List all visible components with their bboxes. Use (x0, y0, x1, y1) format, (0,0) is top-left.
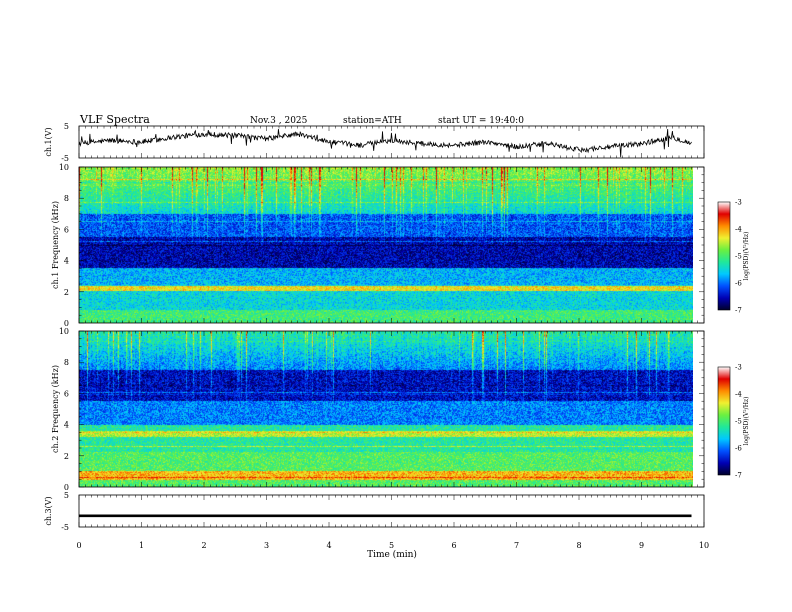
ch1-colorbar-ticklabels: -3 -4 -5 -6 -7 (735, 199, 742, 315)
ch1-spectrogram-canvas (79, 167, 693, 323)
colorbar-ticklabel: -4 (735, 391, 742, 399)
freq-ticklabel: 6 (64, 389, 69, 398)
freq-ticklabel: 8 (64, 358, 69, 367)
ch2-colorbar: -3 -4 -5 -6 -7 log(PSD)(V²/Hz) (717, 364, 750, 480)
freq-ticklabel: 2 (64, 452, 69, 461)
time-ticklabel: 6 (451, 541, 456, 550)
ch3-waveform-ticks (78, 495, 705, 527)
ch2-colorbar-gradient (717, 366, 731, 476)
station-label: station=ATH (343, 116, 402, 126)
ch1-ylabel: ch.1(V) (44, 127, 53, 156)
ch1-freq-ylabel: ch.1 Frequency (kHz) (51, 201, 60, 289)
freq-ticklabel: 4 (64, 421, 69, 430)
ch1-waveform-ticks (78, 126, 705, 158)
colorbar-ticklabel: -7 (735, 307, 742, 315)
ch1-freq-ticklabels: 0 2 4 6 8 10 (59, 163, 69, 328)
time-ticklabel: 4 (326, 541, 331, 550)
ch2-freq-ticklabels: 0 2 4 6 8 10 (59, 327, 69, 492)
time-ticklabel: 8 (576, 541, 581, 550)
time-ticklabel: 2 (201, 541, 206, 550)
colorbar-ticklabel: -4 (735, 226, 742, 234)
ch1-waveform-line (78, 129, 692, 158)
date-label: Nov.3 , 2025 (250, 116, 308, 126)
time-ticklabel: 9 (639, 541, 644, 550)
time-ticklabel: 5 (389, 541, 394, 550)
freq-ticklabel: 0 (64, 319, 69, 328)
ch1-colorbar-gradient (717, 201, 731, 311)
colorbar-ticklabel: -3 (735, 199, 742, 207)
ch2-colorbar-label: log(PSD)(V²/Hz) (743, 397, 750, 446)
freq-ticklabel: 8 (64, 194, 69, 203)
time-axis-ticklabels: 0 1 2 3 4 5 6 7 8 9 10 (76, 541, 709, 550)
ch3-waveform-panel: ch.3(V) 5 -5 0 1 2 3 4 5 6 7 8 9 10 Time (min) (44, 491, 709, 560)
ch1-waveform-panel: ch.1(V) 5 -5 (44, 122, 705, 163)
colorbar-ticklabel: -6 (735, 280, 742, 288)
time-ticklabel: 3 (264, 541, 269, 550)
ch3-ytick-bottom: -5 (61, 523, 69, 532)
colorbar-ticklabel: -6 (735, 445, 742, 453)
time-ticklabel: 1 (139, 541, 144, 550)
ch3-ytick-top: 5 (64, 491, 69, 500)
ch1-colorbar-label: log(PSD)(V²/Hz) (743, 232, 750, 281)
time-ticklabel: 0 (76, 541, 81, 550)
start-time-label: start UT = 19:40:0 (438, 116, 524, 126)
freq-ticklabel: 10 (59, 327, 69, 336)
ch1-waveform-trace (78, 129, 692, 158)
ch2-spectrogram-panel: ch.2 Frequency (kHz) 0 2 4 6 8 10 (51, 327, 705, 492)
figure-title: VLF Spectra (79, 113, 150, 126)
ch1-ytick-top: 5 (64, 122, 69, 131)
time-axis-label: Time (min) (367, 549, 417, 560)
freq-ticklabel: 2 (64, 288, 69, 297)
freq-ticklabel: 10 (59, 163, 69, 172)
ch2-spectrogram-canvas (79, 331, 693, 487)
ch2-spectrogram-ticks (78, 330, 705, 488)
colorbar-ticklabel: -7 (735, 472, 742, 480)
ch3-ylabel: ch.3(V) (44, 496, 53, 525)
time-ticklabel: 10 (699, 541, 709, 550)
colorbar-ticklabel: -3 (735, 364, 742, 372)
freq-ticklabel: 0 (64, 483, 69, 492)
ch2-freq-ylabel: ch.2 Frequency (kHz) (51, 365, 60, 453)
freq-ticklabel: 4 (64, 257, 69, 266)
ch1-spectrogram-ticks (78, 166, 705, 324)
ch2-colorbar-ticklabels: -3 -4 -5 -6 -7 (735, 364, 742, 480)
freq-ticklabel: 6 (64, 225, 69, 234)
time-ticklabel: 7 (514, 541, 519, 550)
colorbar-ticklabel: -5 (735, 253, 742, 261)
ch1-colorbar: -3 -4 -5 -6 -7 log(PSD)(V²/Hz) (717, 199, 750, 315)
ch1-ytick-bottom: -5 (61, 154, 69, 163)
colorbar-ticklabel: -5 (735, 418, 742, 426)
ch1-spectrogram-panel: ch.1 Frequency (kHz) 0 2 4 6 8 10 (51, 163, 705, 328)
